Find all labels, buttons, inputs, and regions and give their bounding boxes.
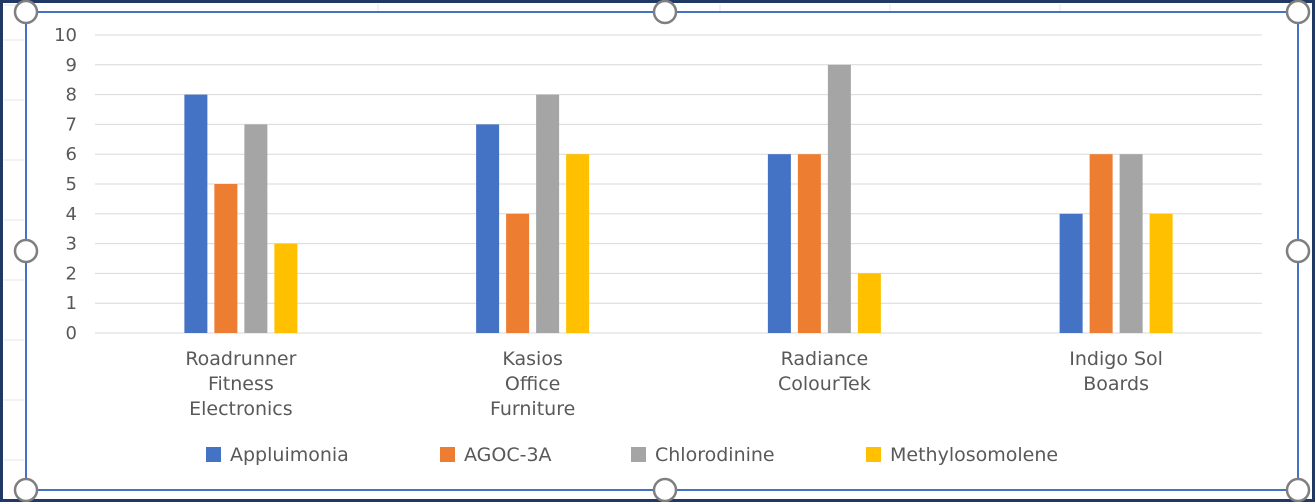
y-tick-label: 8 [66, 85, 77, 106]
y-tick-label: 1 [66, 293, 77, 314]
bar-appluimonia-3 [1059, 213, 1083, 333]
y-tick-label: 0 [66, 323, 77, 344]
bar-appluimonia-1 [476, 124, 500, 334]
legend-swatch [440, 447, 455, 462]
y-tick-label: 9 [66, 55, 77, 76]
x-category-label: Furniture [490, 398, 575, 420]
resize-handle[interactable] [1285, 477, 1311, 502]
resize-handle[interactable] [13, 477, 39, 502]
legend-label: Appluimonia [230, 444, 349, 466]
legend-label: AGOC-3A [464, 444, 552, 466]
chart-area-frame[interactable] [25, 11, 1299, 491]
bar-agoc-3a-3 [1089, 154, 1113, 333]
resize-handle[interactable] [1285, 0, 1311, 25]
resize-handle[interactable] [13, 0, 39, 25]
x-category-label: Boards [1083, 373, 1149, 395]
bar-agoc-3a-2 [797, 154, 821, 333]
resize-handle[interactable] [652, 0, 678, 25]
resize-handle[interactable] [652, 477, 678, 502]
legend-label: Chlorodinine [655, 444, 775, 466]
resize-handle[interactable] [13, 238, 39, 264]
x-category-label: Radiance [781, 348, 869, 370]
x-category-label: Kasios [502, 348, 562, 370]
legend-label: Methylosomolene [890, 444, 1058, 466]
y-tick-label: 2 [66, 263, 77, 284]
legend-swatch [866, 447, 881, 462]
x-category-label: Office [505, 373, 560, 395]
bar-agoc-3a-0 [214, 184, 238, 333]
x-category-label: Fitness [208, 373, 274, 395]
bar-chlorodinine-1 [536, 94, 560, 333]
y-tick-label: 7 [66, 114, 77, 135]
x-category-label: Indigo Sol [1069, 348, 1163, 370]
x-category-label: ColourTek [778, 373, 871, 395]
y-tick-label: 4 [66, 204, 77, 225]
bar-appluimonia-0 [184, 94, 208, 333]
bar-chlorodinine-3 [1119, 154, 1143, 333]
legend-swatch [631, 447, 646, 462]
selection-handles[interactable] [13, 0, 1311, 502]
bar-methylosomolene-2 [857, 273, 881, 333]
legend-swatch [206, 447, 221, 462]
y-tick-label: 3 [66, 234, 77, 255]
y-tick-label: 10 [54, 25, 77, 46]
bar-appluimonia-2 [767, 154, 791, 333]
bar-methylosomolene-3 [1149, 213, 1173, 333]
x-axis-labels: Roadrunner Fitness Electronics Kasios Office… [185, 348, 1163, 420]
bar-methylosomolene-1 [566, 154, 590, 333]
bar-chlorodinine-2 [827, 64, 851, 334]
x-category-label: Roadrunner [185, 348, 296, 370]
bars [184, 64, 1173, 334]
bar-agoc-3a-1 [506, 213, 530, 333]
legend: Appluimonia AGOC-3A Chlorodinine Methylosom… [206, 444, 1058, 466]
bar-methylosomolene-0 [274, 243, 298, 333]
y-axis-ticks: 0 1 2 3 4 5 6 7 8 9 10 [54, 25, 77, 344]
resize-handle[interactable] [1285, 238, 1311, 264]
y-tick-label: 6 [66, 144, 77, 165]
x-category-label: Electronics [189, 398, 293, 420]
y-tick-label: 5 [66, 174, 77, 195]
bar-chlorodinine-0 [244, 124, 268, 334]
